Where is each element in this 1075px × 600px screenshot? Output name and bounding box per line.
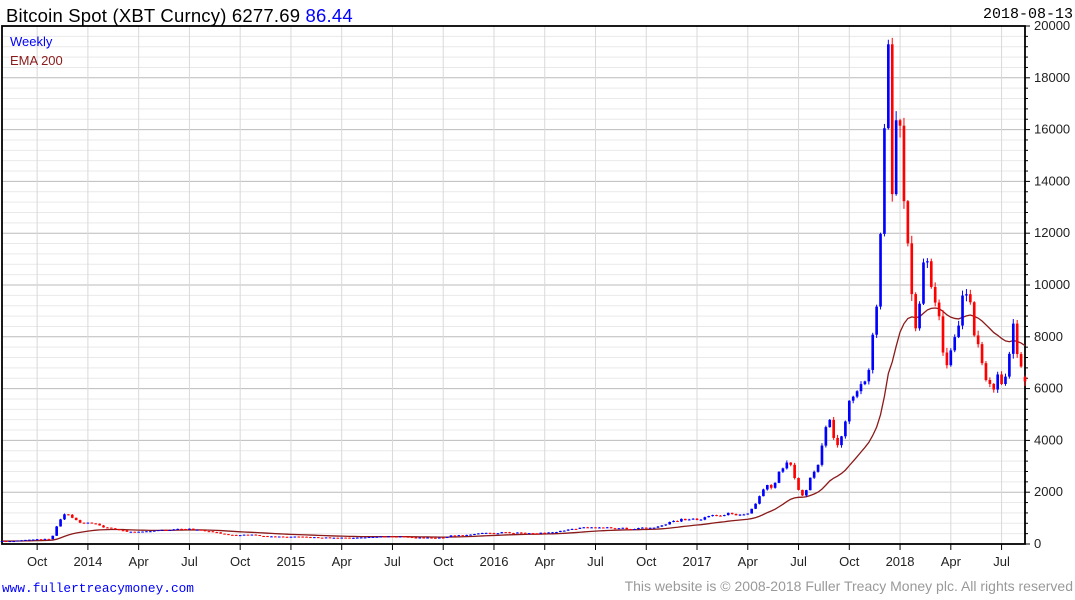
svg-text:Apr: Apr bbox=[941, 554, 962, 569]
svg-text:2016: 2016 bbox=[480, 554, 509, 569]
svg-text:0: 0 bbox=[1034, 536, 1041, 551]
svg-text:18000: 18000 bbox=[1034, 70, 1070, 85]
svg-text:Oct: Oct bbox=[230, 554, 251, 569]
svg-text:16000: 16000 bbox=[1034, 122, 1070, 137]
svg-text:Apr: Apr bbox=[129, 554, 150, 569]
svg-text:Oct: Oct bbox=[839, 554, 860, 569]
svg-text:Jul: Jul bbox=[384, 554, 401, 569]
svg-text:Oct: Oct bbox=[636, 554, 657, 569]
svg-text:Apr: Apr bbox=[332, 554, 353, 569]
svg-text:10000: 10000 bbox=[1034, 277, 1070, 292]
svg-text:Jul: Jul bbox=[790, 554, 807, 569]
svg-text:Jul: Jul bbox=[993, 554, 1010, 569]
svg-text:2018: 2018 bbox=[886, 554, 915, 569]
svg-text:Oct: Oct bbox=[27, 554, 48, 569]
svg-text:Apr: Apr bbox=[738, 554, 759, 569]
svg-text:Oct: Oct bbox=[433, 554, 454, 569]
svg-text:4000: 4000 bbox=[1034, 432, 1063, 447]
svg-text:2015: 2015 bbox=[276, 554, 305, 569]
svg-text:Jul: Jul bbox=[587, 554, 604, 569]
svg-text:Jul: Jul bbox=[181, 554, 198, 569]
svg-text:Apr: Apr bbox=[535, 554, 556, 569]
svg-text:8000: 8000 bbox=[1034, 329, 1063, 344]
svg-text:2000: 2000 bbox=[1034, 484, 1063, 499]
svg-text:6000: 6000 bbox=[1034, 381, 1063, 396]
svg-text:2014: 2014 bbox=[73, 554, 102, 569]
svg-text:12000: 12000 bbox=[1034, 225, 1070, 240]
svg-text:14000: 14000 bbox=[1034, 173, 1070, 188]
svg-text:2017: 2017 bbox=[683, 554, 712, 569]
